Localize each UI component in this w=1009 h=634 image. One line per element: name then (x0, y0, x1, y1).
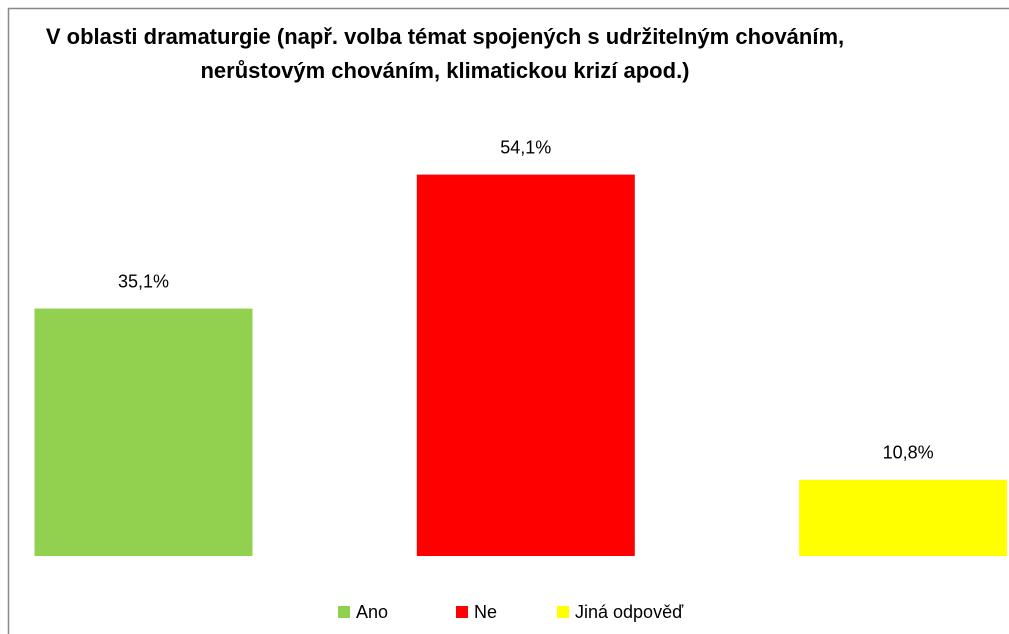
bar (416, 174, 635, 556)
legend-swatch (338, 606, 350, 618)
bar (34, 308, 253, 556)
legend-swatch (557, 606, 569, 618)
data-label: 54,1% (500, 137, 551, 157)
chart-title: V oblasti dramaturgie (např. volba témat… (45, 24, 845, 83)
legend-label: Jiná odpověď (575, 602, 684, 622)
bar (799, 479, 1007, 556)
plot (34, 174, 1007, 556)
legend-label: Ne (474, 602, 497, 622)
legend: Ano Ne Jiná odpověď (338, 602, 684, 622)
data-label: 35,1% (118, 271, 169, 291)
legend-label: Ano (356, 602, 388, 622)
legend-swatch (456, 606, 468, 618)
data-label: 10,8% (883, 443, 934, 463)
